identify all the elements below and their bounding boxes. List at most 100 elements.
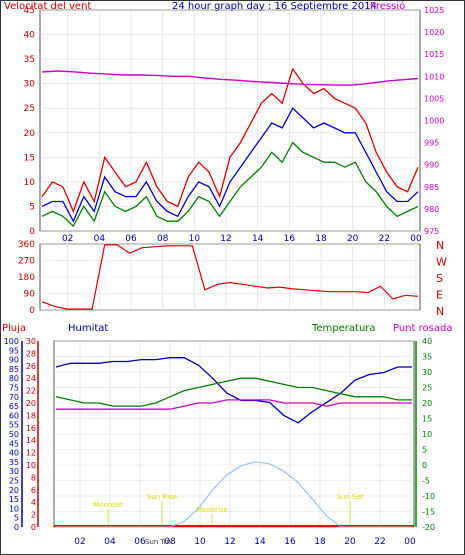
x-tick-label: 08: [164, 537, 176, 547]
pressure-tick-label: 1025: [424, 6, 444, 15]
temperature-tick-label: -5: [422, 477, 430, 486]
humidity-tick-label: 5: [14, 514, 19, 523]
humidity-tick-label: 70: [9, 393, 19, 402]
compass-label: E: [436, 289, 443, 302]
compass-label: W: [436, 256, 447, 269]
x-tick-label: 00: [404, 537, 416, 547]
pressure-tick-label: 1000: [424, 117, 444, 126]
rain-tick-label: 16: [26, 424, 36, 433]
humidity-tick-label: 65: [9, 402, 19, 411]
humidity-tick-label: 95: [9, 346, 19, 355]
temperature-tick-label: 5: [422, 446, 427, 455]
pressure-tick-label: 1005: [424, 94, 444, 103]
x-tick-label: 20: [347, 234, 359, 244]
rain-tick-label: 18: [26, 411, 36, 420]
temperature-tick-label: -10: [422, 492, 435, 501]
temperature-label: Temperatura: [311, 323, 376, 334]
pressure-tick-label: 995: [424, 139, 439, 148]
x-tick-label: 12: [224, 537, 235, 547]
temperature-tick-label: 25: [422, 384, 432, 393]
dewpoint-label: Punt rosada: [393, 323, 452, 334]
humidity-tick-label: 90: [9, 356, 19, 365]
humidity-tick-label: 50: [9, 430, 19, 439]
wind-tick-label: 0: [29, 227, 35, 237]
temperature-tick-label: 40: [422, 337, 432, 346]
sunset-label: Sun Set: [336, 493, 363, 501]
x-tick-label: 12: [220, 234, 231, 244]
compass-label: N: [436, 305, 444, 318]
rain-tick-label: 14: [26, 436, 36, 445]
direction-tick-label: 90: [24, 290, 36, 300]
rain-tick-label: 30: [26, 337, 36, 346]
x-tick-label: 06: [125, 234, 137, 244]
pressure-tick-label: 985: [424, 183, 439, 192]
x-tick-label: 18: [315, 234, 327, 244]
series-line-temperatura: [55, 377, 412, 407]
humidity-tick-label: 40: [9, 449, 19, 458]
rain-tick-label: 12: [26, 449, 36, 458]
rain-tick-label: 4: [31, 498, 36, 507]
rain-tick-label: 6: [31, 486, 36, 495]
temperature-tick-label: 20: [422, 399, 432, 408]
temperature-tick-label: 30: [422, 368, 432, 377]
x-tick-label: 18: [314, 537, 326, 547]
humidity-tick-label: 10: [9, 504, 19, 513]
moonrise-label: Moonrise: [196, 506, 228, 514]
sunrise-label: Sun Rise: [147, 493, 177, 501]
wind-tick-label: 40: [24, 31, 36, 41]
temperature-tick-label: -20: [422, 523, 435, 532]
x-tick-label: 16: [284, 234, 296, 244]
rain-label: Pluja: [2, 323, 26, 334]
humidity-tick-label: 100: [4, 337, 19, 346]
pressure-tick-label: 1010: [424, 72, 444, 81]
direction-tick-label: 360: [18, 240, 35, 250]
direction-tick-label: 0: [29, 306, 35, 316]
x-tick-label: 00: [410, 234, 422, 244]
x-tick-label: 02: [74, 537, 85, 547]
wind-tick-label: 15: [24, 153, 35, 163]
x-tick-label: 04: [104, 537, 116, 547]
x-tick-label: 22: [379, 234, 390, 244]
x-tick-label: 20: [344, 537, 356, 547]
sun-transit-label: Sun Trn: [145, 538, 171, 546]
pressure-tick-label: 1020: [424, 28, 444, 37]
humidity-tick-label: 45: [9, 439, 19, 448]
rain-tick-label: 24: [26, 374, 36, 383]
temperature-tick-label: 35: [422, 353, 432, 362]
x-tick-label: 06: [134, 537, 146, 547]
wind-tick-label: 5: [29, 202, 35, 212]
compass-label: S: [436, 272, 443, 285]
pressure-tick-label: 1015: [424, 50, 444, 59]
rain-tick-label: 28: [26, 349, 36, 358]
moonset-label: Moonset: [93, 501, 123, 509]
humidity-tick-label: 20: [9, 486, 19, 495]
rain-tick-label: 10: [26, 461, 36, 470]
wind-tick-label: 45: [24, 6, 35, 16]
x-tick-label: 16: [284, 537, 296, 547]
series-line-avg: [41, 107, 419, 223]
x-tick-label: 02: [62, 234, 73, 244]
x-tick-label: 04: [94, 234, 106, 244]
pressure-tick-label: 975: [424, 227, 439, 236]
rain-tick-label: 8: [31, 473, 36, 482]
wind-tick-label: 25: [24, 104, 35, 114]
temperature-tick-label: 0: [422, 461, 427, 470]
humidity-tick-label: 15: [9, 495, 19, 504]
x-tick-label: 22: [374, 537, 385, 547]
rain-tick-label: 26: [26, 362, 36, 371]
direction-line: [41, 244, 419, 310]
humidity-tick-label: 35: [9, 458, 19, 467]
x-tick-label: 10: [194, 537, 206, 547]
wind-speed-label: Velocitat del vent: [4, 1, 91, 12]
temperature-tick-label: -15: [422, 508, 435, 517]
temperature-tick-label: 15: [422, 415, 432, 424]
wind-tick-label: 10: [24, 178, 36, 188]
direction-tick-label: 180: [18, 273, 35, 283]
series-line-low: [41, 141, 419, 228]
rain-tick-label: 20: [26, 399, 36, 408]
x-tick-label: 10: [189, 234, 201, 244]
humidity-tick-label: 60: [9, 411, 19, 420]
humidity-tick-label: 0: [14, 523, 19, 532]
